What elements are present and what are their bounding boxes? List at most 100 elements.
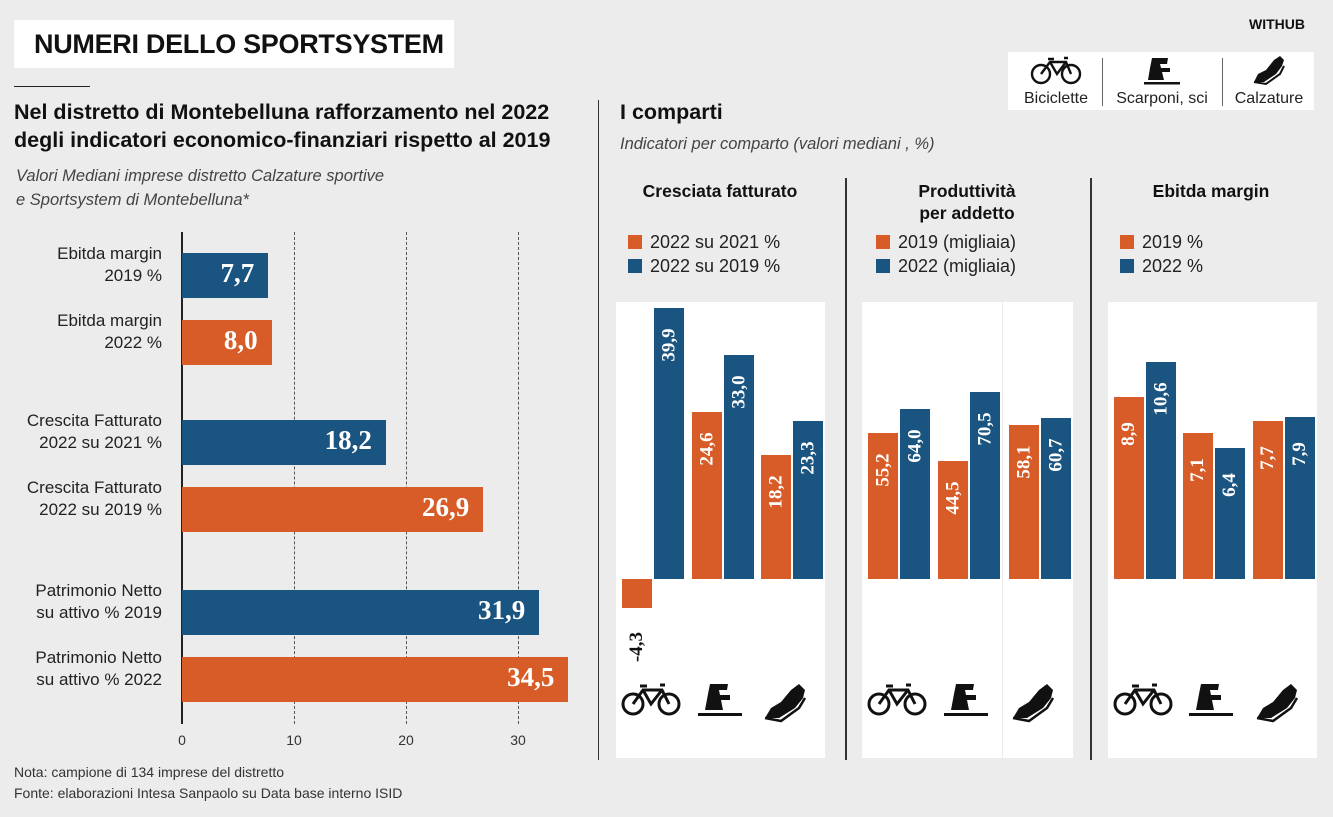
x-tick-label: 30 — [510, 732, 526, 748]
bar-category-label: Ebitda margin 2022 % — [2, 310, 162, 354]
ski-boot-icon — [688, 680, 754, 726]
bar — [182, 253, 269, 298]
category-legend: Biciclette Scarponi, sci Calzature — [1008, 52, 1314, 110]
bar-label-line2: 2022 su 2021 % — [39, 433, 162, 452]
bar-label-line1: Patrimonio Netto — [35, 648, 162, 667]
legend-label: 2019 (migliaia) — [898, 232, 1017, 252]
bar-label-line1: Ebitda margin — [57, 311, 162, 330]
bar-value-label: 18,2 — [324, 425, 372, 455]
bar-value-label: 18,2 — [760, 476, 792, 509]
bar — [724, 354, 754, 579]
bar-value-label: 58,1 — [1008, 445, 1040, 478]
legend-entry: 2022 su 2019 % — [628, 256, 780, 277]
bar-label-line1: Crescita Fatturato — [26, 478, 162, 497]
legend-swatch — [1120, 235, 1134, 249]
bar-category-label: Crescita Fatturato 2022 su 2021 % — [2, 410, 162, 454]
legend-swatch — [876, 235, 890, 249]
left-title: Nel distretto di Montebelluna rafforzame… — [14, 98, 594, 154]
bar-value-text: 8,9 — [1118, 421, 1139, 446]
panel-title-line2: per addetto — [919, 203, 1015, 223]
legend-label-bicycle: Biciclette — [1023, 90, 1089, 107]
bar-value-label: 39,9 — [653, 328, 685, 361]
bar-label-line1: Patrimonio Netto — [35, 581, 162, 600]
left-subtitle-line2: e Sportsystem di Montebelluna* — [16, 191, 249, 209]
bar — [654, 307, 684, 579]
bar — [1285, 417, 1315, 579]
bar — [1253, 421, 1283, 579]
bar-value-label: 8,0 — [223, 325, 258, 355]
gridline — [406, 232, 407, 724]
bar-value-text: -4,3 — [625, 632, 647, 663]
left-subtitle-line1: Valori Mediani imprese distretto Calzatu… — [16, 167, 385, 185]
bar-label-line2: su attivo % 2022 — [36, 670, 162, 689]
bar-category-label: Patrimonio Netto su attivo % 2019 — [2, 580, 162, 624]
bar-value-label: 6,4 — [1214, 472, 1246, 497]
legend-swatch — [628, 259, 642, 273]
legend-swatch — [876, 259, 890, 273]
legend-label-ski-boot: Scarponi, sci — [1116, 90, 1208, 107]
bicycle-icon — [1030, 56, 1082, 85]
bar-value-label: 7,9 — [1284, 442, 1316, 466]
bar-value-label: -4,3 — [621, 632, 653, 662]
bar — [793, 420, 823, 579]
legend-ski-boot: Scarponi, sci — [1104, 52, 1220, 110]
bar — [182, 590, 540, 635]
x-tick-label: 20 — [398, 732, 414, 748]
legend-label: 2022 % — [1142, 256, 1204, 276]
bar — [622, 579, 652, 609]
bar — [1114, 396, 1144, 579]
footnotes: Nota: campione di 134 imprese del distre… — [14, 762, 402, 804]
bar — [1041, 418, 1071, 579]
legend-label: 2022 su 2019 % — [650, 256, 781, 276]
bicycle-icon — [618, 680, 684, 726]
legend-swatch — [1120, 259, 1134, 273]
bar-value-label: 55,2 — [867, 453, 899, 486]
bar-value-label: 10,6 — [1145, 382, 1177, 415]
bar-label-line2: 2022 % — [104, 333, 162, 352]
panel-title-line1: Cresciata fatturato — [642, 181, 798, 201]
bar-value-label: 44,5 — [937, 481, 969, 514]
bar-value-text: 23,3 — [797, 440, 819, 475]
bar — [761, 455, 791, 579]
bar-value-text: 70,5 — [974, 412, 996, 446]
bar-label-line2: 2022 su 2019 % — [39, 500, 162, 519]
bar-value-label: 7,7 — [220, 258, 255, 288]
legend-swatch — [628, 235, 642, 249]
bicycle-icon — [864, 680, 930, 726]
legend-label: 2019 % — [1142, 232, 1204, 252]
y-axis-line — [181, 232, 183, 724]
bar — [900, 409, 930, 579]
ski-boot-icon — [1144, 58, 1180, 85]
sneaker-icon — [1249, 680, 1315, 726]
bar-value-text: 6,4 — [1219, 472, 1240, 497]
bar-value-label: 60,7 — [1040, 439, 1072, 472]
legend-entry: 2022 % — [1120, 256, 1203, 277]
sneaker-icon — [1005, 680, 1071, 726]
title-rule — [14, 86, 90, 87]
bar-value-text: 7,1 — [1187, 458, 1208, 483]
bar — [1146, 361, 1176, 579]
left-title-line2: degli indicatori economico-finanziari ri… — [14, 128, 551, 152]
panel-title: Ebitda margin — [1091, 180, 1331, 202]
bar-value-label: 8,9 — [1113, 421, 1145, 446]
gridline — [518, 232, 519, 724]
bar — [868, 432, 898, 579]
bar-value-text: 33,0 — [728, 374, 750, 409]
bar-value-text: 55,2 — [872, 453, 894, 487]
bar — [1009, 425, 1039, 579]
bar-value-label: 70,5 — [969, 413, 1001, 446]
legend-sneaker: Calzature — [1224, 52, 1314, 110]
bar — [938, 461, 968, 579]
brand-label: WITHUB — [1249, 16, 1305, 32]
bar-category-label: Crescita Fatturato 2022 su 2019 % — [2, 477, 162, 521]
sneaker-icon — [1253, 56, 1285, 86]
bar — [692, 411, 722, 579]
legend-entry: 2022 su 2021 % — [628, 232, 780, 253]
ski-boot-icon — [934, 680, 1000, 726]
bar-value-text: 10,6 — [1150, 382, 1172, 416]
section-divider — [598, 100, 599, 760]
x-tick-label: 10 — [286, 732, 302, 748]
panel-title: Cresciata fatturato — [600, 180, 840, 202]
page-title: NUMERI DELLO SPORTSYSTEM — [14, 20, 454, 68]
